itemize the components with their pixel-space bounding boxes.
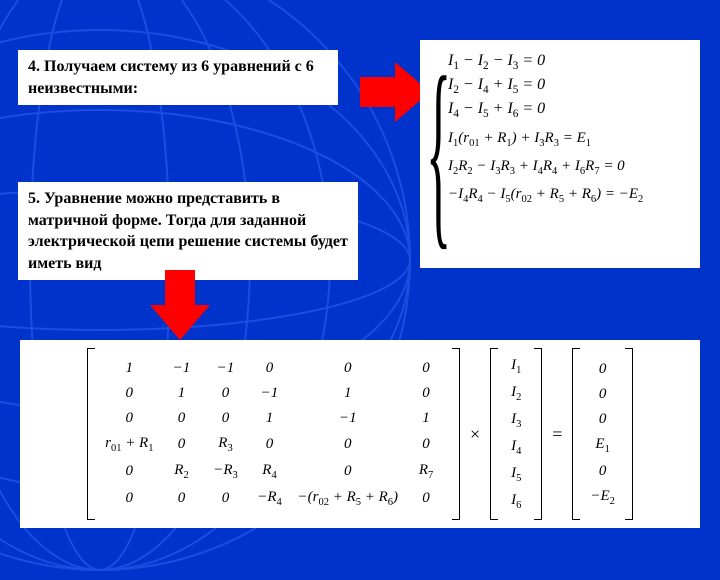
equation-system: { I1 − I2 − I3 = 0 I2 − I4 + I5 = 0 I4 −… <box>420 40 700 268</box>
arrow-down <box>150 270 210 345</box>
bracket <box>625 348 633 520</box>
bracket <box>534 348 542 520</box>
bracket <box>452 348 460 520</box>
equation-row: I4 − I5 + I6 = 0 <box>448 100 696 120</box>
operator-times: × <box>470 424 480 445</box>
bracket <box>572 348 580 520</box>
operator-equals: = <box>552 424 562 445</box>
bracket <box>490 348 498 520</box>
text-block-4: 4. Получаем систему из 6 уравнений с 6 н… <box>18 50 338 105</box>
matrix-b: 000E10−E2 <box>584 357 621 511</box>
equation-row: I1 − I2 − I3 = 0 <box>448 52 696 72</box>
equation-row: I2R2 − I3R3 + I4R4 + I6R7 = 0 <box>448 158 696 177</box>
matrix-a: 1−1−1000010−1100001−11r01 + R10R30000R2−… <box>99 356 448 512</box>
text-block-5: 5. Уравнение можно представить в матричн… <box>18 182 358 280</box>
left-brace: { <box>426 46 451 256</box>
bracket <box>87 348 95 520</box>
matrix-x: I1I2I3I4I5I6 <box>502 353 530 515</box>
equation-row: I1(r01 + R1) + I3R3 = E1 <box>448 130 696 149</box>
equation-row: I2 − I4 + I5 = 0 <box>448 76 696 96</box>
matrix-equation: 1−1−1000010−1100001−11r01 + R10R30000R2−… <box>20 340 700 528</box>
equation-row: −I4R4 − I5(r02 + R5 + R6) = −E2 <box>448 186 696 205</box>
